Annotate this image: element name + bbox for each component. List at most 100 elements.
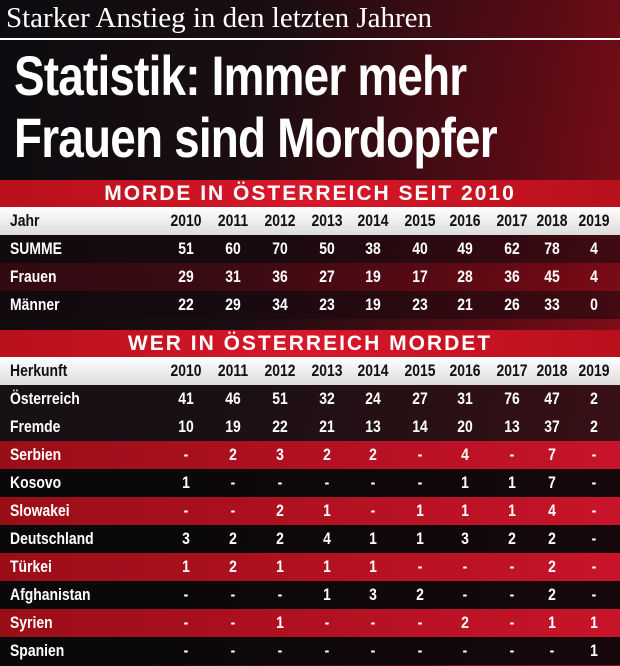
cell-value: - — [370, 473, 376, 492]
cell-value: 22 — [178, 295, 194, 314]
cell-value: 27 — [319, 267, 335, 286]
cell-value: 1 — [461, 473, 469, 492]
cell-value: - — [324, 613, 330, 632]
cell-value: 1 — [369, 557, 377, 576]
header-row: Herkunft 2010 2011 2012 2013 2014 2015 2016 2017… — [0, 357, 620, 385]
row-label: Herkunft — [10, 361, 68, 380]
cell-value: - — [230, 501, 236, 520]
cell-value: - — [591, 529, 597, 548]
cell-value: 2 — [508, 529, 516, 548]
cell-value: 2010 — [170, 361, 202, 380]
cell-value: 2 — [229, 557, 237, 576]
cell-value: - — [549, 641, 555, 660]
cell-value: 2 — [229, 445, 237, 464]
row-label: Jahr — [10, 211, 40, 230]
cell-value: 27 — [412, 389, 428, 408]
cell-value: 1 — [416, 529, 424, 548]
cell-value: 2017 — [496, 361, 528, 380]
cell-value: 13 — [504, 417, 520, 436]
cell-value: 45 — [544, 267, 560, 286]
data-row: Deutschland 3 2 2 4 1 1 3 2 2 - — [0, 525, 620, 553]
row-label: Türkei — [10, 557, 52, 576]
cell-value: 24 — [365, 389, 381, 408]
cell-value: - — [509, 585, 515, 604]
cell-value: 19 — [365, 267, 381, 286]
cell-value: - — [277, 473, 283, 492]
data-row: Männer 22 29 34 23 19 23 21 26 33 0 — [0, 291, 620, 319]
cell-value: - — [417, 445, 423, 464]
cell-value: 2018 — [536, 361, 568, 380]
cell-value: - — [509, 557, 515, 576]
cell-value: 2012 — [264, 361, 296, 380]
cell-value: 1 — [182, 557, 190, 576]
cell-value: 2012 — [264, 211, 296, 230]
cell-value: 2015 — [404, 361, 436, 380]
cell-value: 47 — [544, 389, 560, 408]
cell-value: - — [509, 445, 515, 464]
cell-value: 50 — [319, 239, 335, 258]
cell-value: 4 — [590, 239, 598, 258]
row-label: SUMME — [10, 239, 62, 258]
cell-value: - — [417, 473, 423, 492]
row-label: Deutschland — [10, 529, 94, 548]
data-row: Slowakei - - 2 1 - 1 1 1 4 - — [0, 497, 620, 525]
cell-value: 36 — [272, 267, 288, 286]
cell-value: 1 — [276, 613, 284, 632]
cell-value: 49 — [457, 239, 473, 258]
cell-value: 70 — [272, 239, 288, 258]
cell-value: - — [370, 641, 376, 660]
cell-value: 3 — [461, 529, 469, 548]
table-title: WER IN ÖSTERREICH MORDET — [0, 330, 620, 357]
cell-value: 17 — [412, 267, 428, 286]
data-row: Kosovo 1 - - - - - 1 1 7 - — [0, 469, 620, 497]
headline: Frauen sind Mordopfer — [14, 106, 498, 169]
cell-value: 21 — [457, 295, 473, 314]
cell-value: 2019 — [578, 361, 610, 380]
cell-value: 19 — [365, 295, 381, 314]
cell-value: 2 — [416, 585, 424, 604]
cell-value: 23 — [319, 295, 335, 314]
cell-value: 38 — [365, 239, 381, 258]
cell-value: - — [324, 473, 330, 492]
cell-value: 14 — [412, 417, 428, 436]
cell-value: 37 — [544, 417, 560, 436]
cell-value: - — [462, 641, 468, 660]
row-label: Kosovo — [10, 473, 62, 492]
row-label: Österreich — [10, 389, 80, 408]
cell-value: 2 — [276, 501, 284, 520]
cell-value: - — [230, 473, 236, 492]
cell-value: 22 — [272, 417, 288, 436]
cell-value: - — [183, 445, 189, 464]
cell-value: 3 — [369, 585, 377, 604]
cell-value: - — [509, 641, 515, 660]
cell-value: 3 — [276, 445, 284, 464]
cell-value: - — [324, 641, 330, 660]
cell-value: - — [183, 613, 189, 632]
table-title: MORDE IN ÖSTERREICH SEIT 2010 — [0, 180, 620, 207]
data-row: Österreich 41 46 51 32 24 27 31 76 47 2 — [0, 385, 620, 413]
cell-value: 4 — [590, 267, 598, 286]
cell-value: 2 — [229, 529, 237, 548]
cell-value: 28 — [457, 267, 473, 286]
cell-value: - — [417, 557, 423, 576]
row-label: Serbien — [10, 445, 62, 464]
header-row: Jahr 2010 2011 2012 2013 2014 2015 2016 2017 2018… — [0, 207, 620, 235]
cell-value: 20 — [457, 417, 473, 436]
cell-value: - — [591, 445, 597, 464]
cell-value: 1 — [590, 613, 598, 632]
cell-value: 33 — [544, 295, 560, 314]
cell-value: 13 — [365, 417, 381, 436]
cell-value: 2 — [590, 389, 598, 408]
cell-value: 2013 — [311, 211, 343, 230]
cell-value: 26 — [504, 295, 520, 314]
cell-value: 1 — [508, 501, 516, 520]
cell-value: 21 — [319, 417, 335, 436]
cell-value: - — [183, 501, 189, 520]
cell-value: 2017 — [496, 211, 528, 230]
cell-value: 51 — [178, 239, 194, 258]
cell-value: - — [591, 557, 597, 576]
data-row: Syrien - - 1 - - - 2 - 1 1 — [0, 609, 620, 637]
cell-value: 1 — [416, 501, 424, 520]
cell-value: 2 — [548, 585, 556, 604]
